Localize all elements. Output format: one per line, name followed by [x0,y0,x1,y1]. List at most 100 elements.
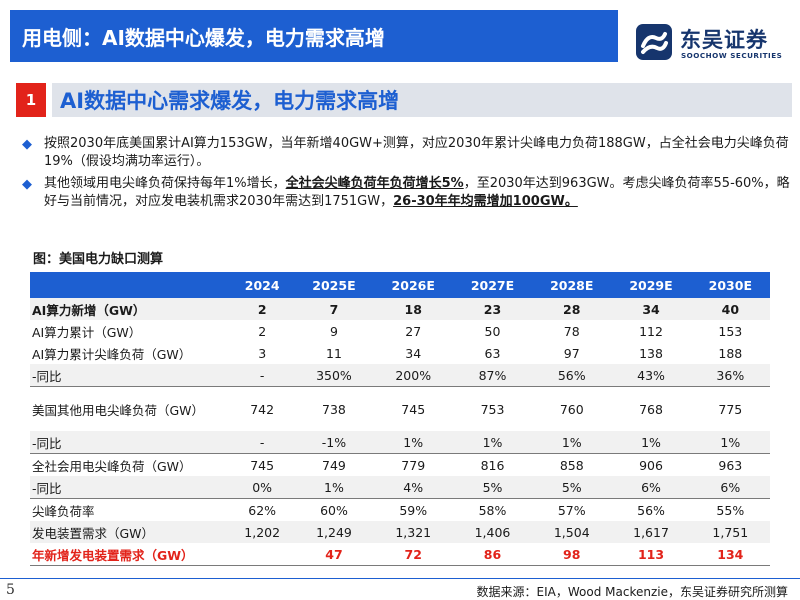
table-cell: 72 [373,543,453,566]
table-cell: 775 [690,386,770,431]
table-cell: 98 [532,543,612,566]
page-title: 用电侧：AI数据中心爆发，电力需求高增 [22,25,385,50]
table-cell: 858 [532,453,612,476]
row-label: AI算力新增（GW） [30,298,230,320]
table-row: AI算力新增（GW） 2 7 18 23 28 34 40 [30,298,770,320]
table-cell: 138 [639,345,663,361]
table-row: AI算力累计（GW） 2 9 27 50 78 112 153 [30,320,770,342]
bullet-item: ◆ 其他领域用电尖峰负荷保持每年1%增长，全社会尖峰负荷年负荷增长5%，至203… [20,175,790,211]
table-header-cell: 2024 [230,272,295,298]
table-row: -同比 - -1% 1% 1% 1% 1% 1% [30,431,770,454]
table-cell: 87% [452,364,533,387]
row-label: -同比 [30,431,230,454]
table-cell: 1% [611,431,691,454]
table-cell: 18 [373,298,453,320]
section-title-text: AI数据中心需求爆发，电力需求高增 [60,89,400,113]
table-cell: 134 [690,543,770,566]
table-cell: 56% [532,364,612,387]
bullet-emphasis: 全社会尖峰负荷年负荷增长5% [285,176,464,191]
table-cell: 753 [452,386,533,431]
table-cell: 1,751 [690,521,770,543]
table-header-cell: 2030E [690,272,770,298]
table-cell: 1% [690,431,770,454]
table-cell: 749 [294,453,374,476]
table-cell: 6% [611,476,691,499]
data-source: 数据来源：EIA，Wood Mackenzie，东吴证券研究所测算 [476,585,788,599]
table-cell: 738 [294,386,374,431]
table-header-row: 2024 2025E 2026E 2027E 2028E 2029E 2030E [30,272,770,298]
table-cell: 2 [230,298,295,320]
row-label: 发电装置需求（GW） [30,521,230,543]
soochow-logo-icon [636,24,672,60]
table-cell: 9 [329,323,338,339]
table-cell: 779 [373,453,453,476]
table-header-cell [30,272,230,298]
table-cell: 62% [230,498,295,521]
table-cell: 200% [373,364,453,387]
table-header-cell: 2027E [452,272,533,298]
table-header-cell: 2026E [373,272,453,298]
bullet-emphasis: 26-30年年均需增加100GW。 [393,194,578,209]
table-cell: 57% [532,498,612,521]
table-cell: 7 [294,298,374,320]
table-cell: 1% [294,476,374,499]
table-header-cell: 2029E [611,272,691,298]
table-row: -同比 0% 1% 4% 5% 5% 6% 6% [30,476,770,499]
row-label: 美国其他用电尖峰负荷（GW） [30,386,230,431]
table-cell: 50 [484,323,501,339]
table-cell: 188 [718,345,743,361]
table-cell: 350% [294,364,374,387]
table-cell: 963 [690,453,770,476]
section-heading: 1 AI数据中心需求爆发，电力需求高增 [16,83,792,117]
power-gap-table: 2024 2025E 2026E 2027E 2028E 2029E 2030E… [30,272,770,566]
company-logo: 东吴证券 SOOCHOW SECURITIES [634,18,794,66]
row-label: -同比 [30,476,230,499]
table-row: 发电装置需求（GW） 1,202 1,249 1,321 1,406 1,504 1,617… [30,521,770,543]
table-cell: 1,504 [532,521,612,543]
table-cell: 768 [611,386,691,431]
table-row: 美国其他用电尖峰负荷（GW） 742 738 745 753 760 768 775 [30,386,770,431]
table-cell: 1,202 [230,521,295,543]
table-cell [230,543,295,566]
bullet-text: 其他领域用电尖峰负荷保持每年1%增长， [44,176,286,191]
table-cell: 43% [611,364,691,387]
table-cell: 4% [373,476,453,499]
table-cell: 47 [294,543,374,566]
table-cell: 760 [532,386,612,431]
table-cell: 1% [452,431,533,454]
table-cell: 1,406 [452,521,533,543]
row-label: AI算力累计尖峰负荷（GW） [32,346,192,362]
table-cell: 5% [532,476,612,499]
table-cell: 40 [690,298,770,320]
table-cell: 745 [373,386,453,431]
table-row: -同比 -350% 200% 87% 56% 43% 36% [30,364,770,387]
table-cell: 1% [532,431,612,454]
table-cell: 2 [258,323,267,339]
table-cell: 745 [230,453,295,476]
table-cell: 28 [532,298,612,320]
diamond-bullet-icon: ◆ [22,177,32,192]
table-row: 尖峰负荷率 62% 60% 59% 58% 57% 56% 55% [30,498,770,521]
logo-cn-name: 东吴证券 [680,28,768,52]
table-cell: 23 [452,298,533,320]
table-row: AI算力累计尖峰负荷（GW） 3 11 34 63 97 138 188 [30,342,770,364]
bullet-text: 按照2030年底美国累计AI算力153GW，当年新增40GW+测算，对应2030… [44,136,789,169]
table-cell: 63 [484,345,501,361]
section-title: AI数据中心需求爆发，电力需求高增 [52,83,792,117]
table-cell: - [230,431,295,454]
table-row: 全社会用电尖峰负荷（GW） 745 749 779 816 858 906 963 [30,453,770,476]
table-cell: 113 [611,543,691,566]
table-cell: 112 [639,323,663,339]
table-cell: 34 [611,298,691,320]
table-header-cell: 2028E [532,272,612,298]
bullet-list: ◆ 按照2030年底美国累计AI算力153GW，当年新增40GW+测算，对应20… [20,135,790,215]
table-cell: 5% [452,476,533,499]
table-cell: 55% [690,498,770,521]
table-cell: 34 [405,345,422,361]
table-cell: 0% [230,476,295,499]
footer-divider [0,578,800,579]
table-cell: 1% [373,431,453,454]
table-cell: 1,321 [373,521,453,543]
table-cell: 816 [452,453,533,476]
table-cell: 59% [373,498,453,521]
